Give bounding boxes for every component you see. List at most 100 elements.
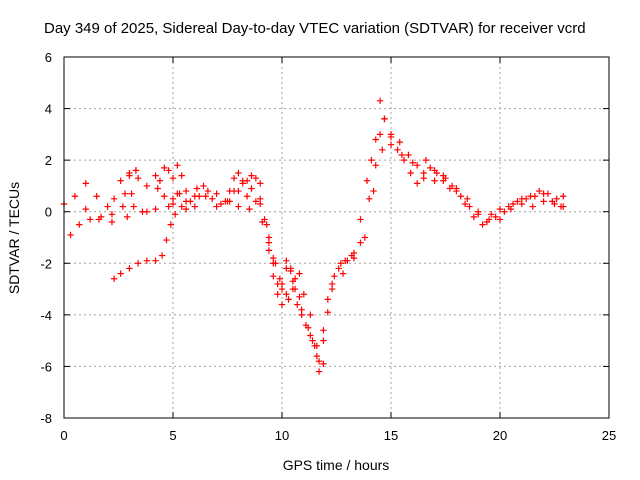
chart-title: Day 349 of 2025, Sidereal Day-to-day VTE… [44,20,586,37]
data-point [133,167,139,173]
data-point [458,193,464,199]
x-tick-label: 10 [275,428,289,443]
y-tick-label: 0 [45,205,52,220]
data-point [72,193,78,199]
data-point [83,206,89,212]
data-point [530,203,536,209]
data-point [161,193,167,199]
data-point [320,337,326,343]
y-tick-label: -8 [40,411,52,426]
data-point [194,185,200,191]
x-tick-label: 25 [602,428,616,443]
data-point [298,312,304,318]
data-point [377,98,383,104]
data-point [364,178,370,184]
data-point [135,260,141,266]
data-point [329,286,335,292]
data-point [139,209,145,215]
data-point [200,183,206,189]
data-point [183,188,189,194]
data-point [405,152,411,158]
data-point [120,203,126,209]
data-point [362,234,368,240]
data-point [266,239,272,245]
data-point [246,206,252,212]
data-point [431,178,437,184]
data-point [83,180,89,186]
series-arc-7 [257,98,566,365]
data-point [370,188,376,194]
data-point [135,175,141,181]
data-point [373,162,379,168]
data-point [111,196,117,202]
data-point [340,270,346,276]
y-tick-label: -4 [40,308,52,323]
data-point [540,198,546,204]
data-point [377,131,383,137]
data-point [379,147,385,153]
y-tick-label: 4 [45,102,52,117]
data-point [545,190,551,196]
data-point [325,296,331,302]
series-arc-6 [170,116,564,375]
data-point [421,170,427,176]
data-point [117,178,123,184]
data-point [279,301,285,307]
data-point [124,214,130,220]
data-point [270,273,276,279]
data-point [294,301,300,307]
data-point [373,136,379,142]
data-point [235,170,241,176]
x-tick-label: 0 [60,428,67,443]
data-point [128,190,134,196]
data-point [244,193,250,199]
data-point [126,265,132,271]
data-point [152,258,158,264]
data-point [170,196,176,202]
data-point [307,312,313,318]
data-point [235,188,241,194]
x-tick-label: 20 [493,428,507,443]
data-point [192,203,198,209]
data-point [331,273,337,279]
data-point [407,170,413,176]
data-point [316,368,322,374]
data-point [235,203,241,209]
series-arc-1 [61,167,139,210]
data-point [187,198,193,204]
data-point [159,252,165,258]
data-point [248,185,254,191]
data-point [157,178,163,184]
data-point [368,157,374,163]
data-point [111,276,117,282]
data-point [155,185,161,191]
series-arc-5 [111,172,263,282]
data-point [414,180,420,186]
data-point [296,270,302,276]
data-point [131,203,137,209]
x-tick-label: 5 [169,428,176,443]
data-point [87,216,93,222]
data-point [76,221,82,227]
data-point [152,172,158,178]
data-point [170,175,176,181]
plot-frame [64,57,609,418]
y-tick-label: 2 [45,153,52,168]
data-point [397,139,403,145]
data-point [381,116,387,122]
data-point [388,141,394,147]
data-point [560,193,566,199]
y-tick-label: 6 [45,50,52,65]
data-point [117,270,123,276]
data-point [266,247,272,253]
data-point [152,206,158,212]
data-points [61,98,567,375]
data-point [104,203,110,209]
data-point [122,190,128,196]
data-point [226,188,232,194]
data-point [366,196,372,202]
y-tick-label: -6 [40,359,52,374]
data-point [394,147,400,153]
x-axis-label: GPS time / hours [283,457,390,473]
data-point [209,196,215,202]
